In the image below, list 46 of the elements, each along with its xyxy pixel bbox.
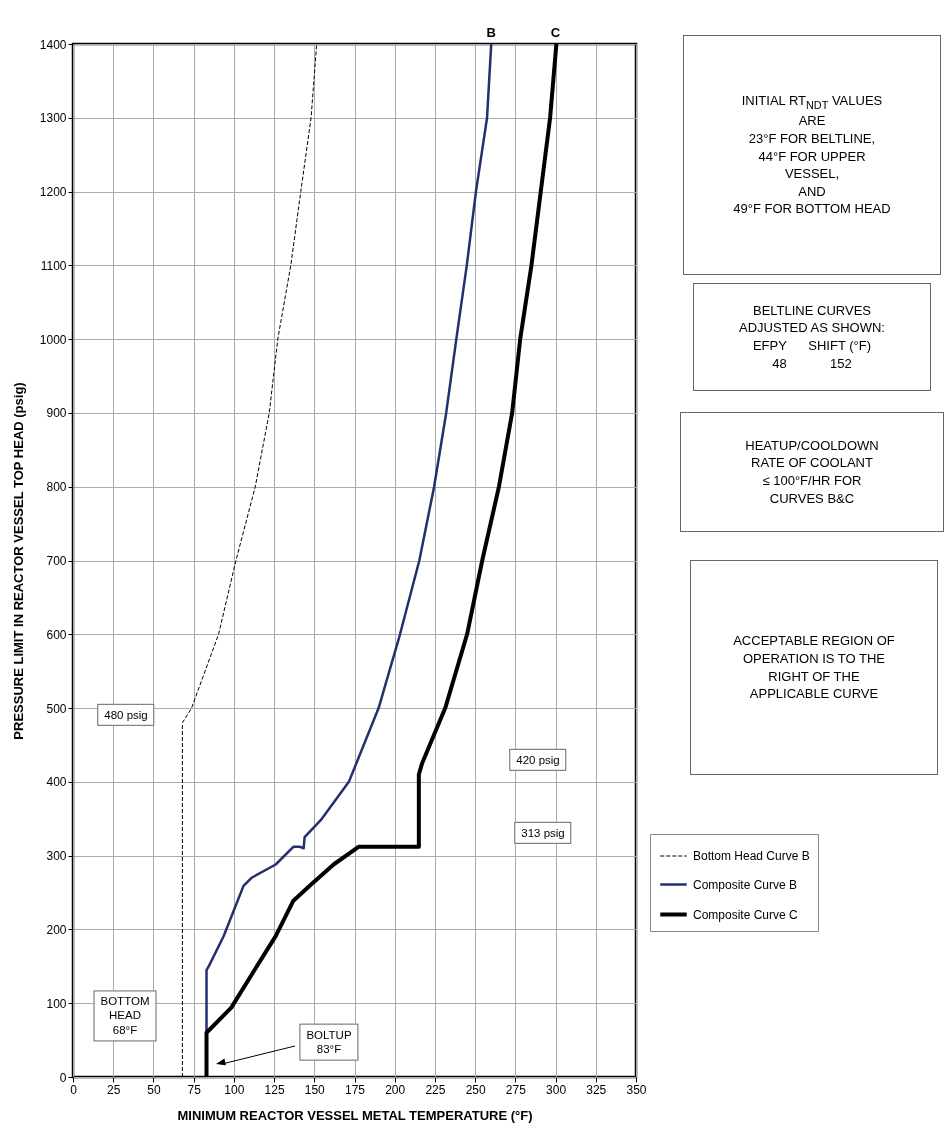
- annotation: C: [550, 25, 561, 40]
- annotation: BOLTUP 83°F: [299, 1023, 359, 1061]
- x-tick-label: 175: [344, 1082, 366, 1097]
- text: ACCEPTABLE REGION OF OPERATION IS TO THE RIGHT OF THE APPLICABLE CURVE: [733, 632, 895, 703]
- text: HEATUP/COOLDOWN RATE OF COOLANT ≤ 100°F/HR FOR CURVES B&C: [745, 436, 879, 508]
- y-tick-label: 700: [46, 554, 67, 568]
- y-tick-label: 100: [46, 996, 67, 1011]
- y-tick-label: 1000: [39, 332, 67, 347]
- x-tick-label: 50: [147, 1082, 161, 1097]
- y-tick-label: 1400: [39, 37, 67, 52]
- y-tick-label: 200: [46, 922, 67, 937]
- y-tick-label: 1100: [40, 258, 67, 273]
- x-tick-label: 75: [187, 1082, 202, 1097]
- y-tick-label: 1300: [39, 111, 67, 126]
- y-tick-label: 1200: [39, 185, 67, 200]
- legend-label: Composite Curve B: [693, 877, 798, 892]
- annotation: B: [486, 25, 496, 40]
- y-tick-label: 900: [46, 406, 67, 421]
- y-tick-label: 800: [46, 480, 67, 495]
- text: BELTLINE CURVES ADJUSTED AS SHOWN: EFPY SHIFT (°F) 48 152: [739, 301, 885, 373]
- x-tick-label: 25: [107, 1082, 121, 1097]
- x-tick-label: 325: [586, 1082, 607, 1097]
- x-tick-label: 275: [505, 1082, 527, 1097]
- annotation: 480 psig: [97, 703, 155, 727]
- y-axis-title: PRESSURE LIMIT IN REACTOR VESSEL TOP HEAD (psig): [10, 382, 26, 740]
- text: INITIAL RT$_{NDT}$ VALUES ARE 23°F FOR BELTLINE, 44°F FOR UPPER VESSEL, AND 49°F FOR BOTTOM HEAD: [733, 93, 891, 217]
- y-tick-label: 300: [46, 849, 67, 864]
- annotation: 420 psig: [509, 748, 567, 772]
- annotation: BOTTOM HEAD 68°F: [93, 990, 157, 1042]
- y-tick-label: 600: [46, 627, 67, 642]
- x-axis-title: MINIMUM REACTOR VESSEL METAL TEMPERATURE (°F): [177, 1107, 533, 1123]
- x-tick-label: 250: [465, 1082, 486, 1097]
- x-tick-label: 100: [224, 1082, 245, 1097]
- x-tick-label: 125: [264, 1082, 285, 1097]
- legend-label: Composite Curve C: [693, 907, 799, 922]
- x-tick-label: 225: [425, 1082, 446, 1097]
- x-tick-label: 0: [70, 1082, 78, 1097]
- y-tick-label: 500: [46, 701, 67, 716]
- x-tick-label: 350: [626, 1082, 647, 1097]
- x-tick-label: 300: [546, 1082, 567, 1097]
- x-tick-label: 200: [385, 1082, 406, 1097]
- legend-label: Bottom Head Curve B: [693, 849, 810, 863]
- x-tick-label: 150: [304, 1082, 326, 1097]
- annotation: 313 psig: [514, 821, 572, 845]
- y-tick-label: 400: [46, 775, 67, 790]
- y-tick-label: 0: [59, 1070, 67, 1085]
